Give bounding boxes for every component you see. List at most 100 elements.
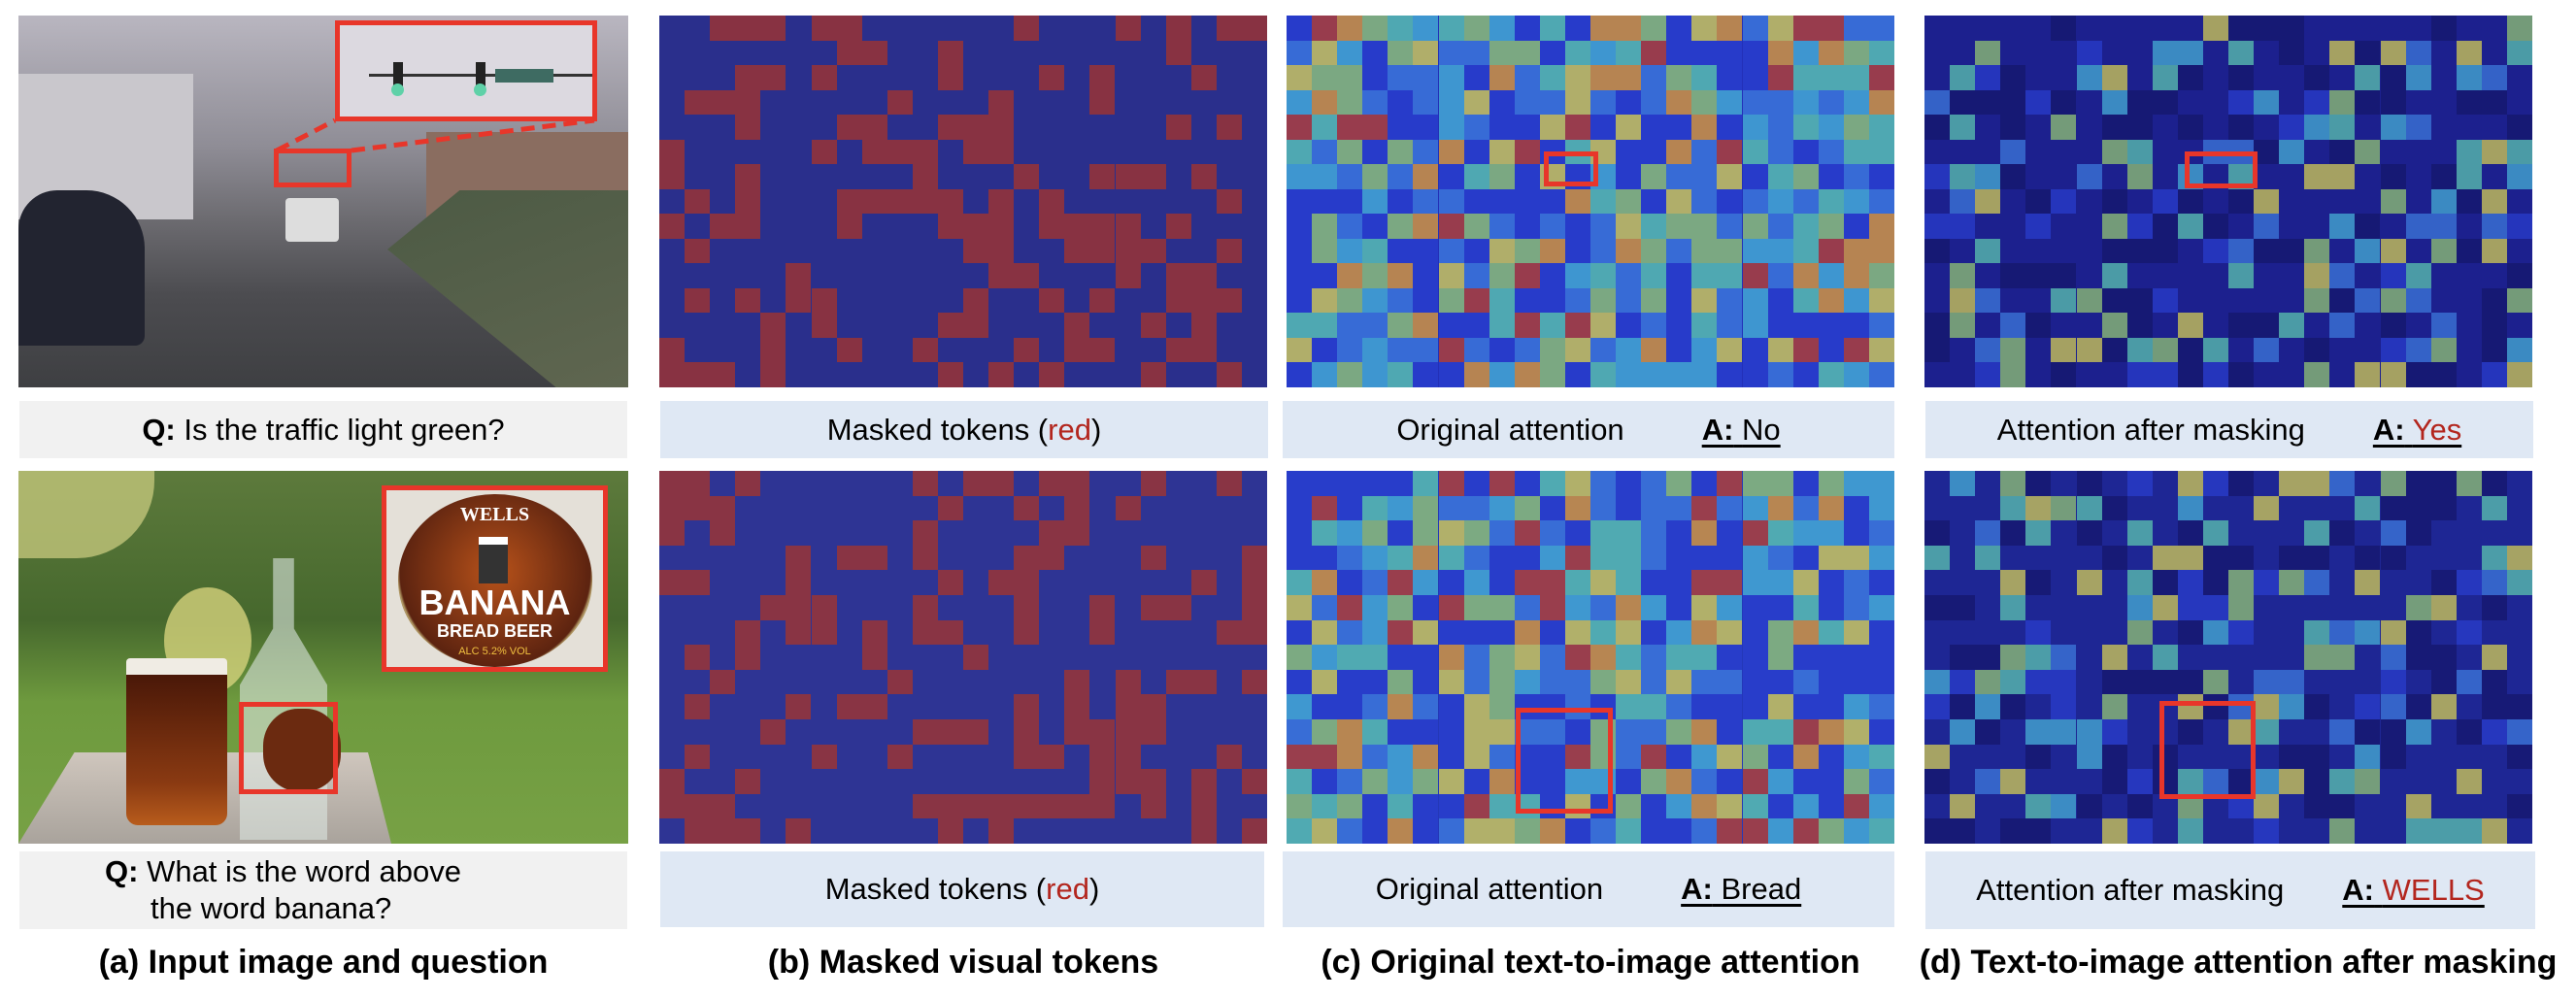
token-tile	[2000, 164, 2026, 189]
token-tile	[1463, 337, 1489, 363]
token-tile	[1216, 362, 1242, 387]
token-tile	[1792, 188, 1819, 215]
token-tile	[2025, 570, 2052, 595]
token-tile	[1216, 238, 1242, 264]
original-answer: No	[1742, 412, 1781, 447]
masked-tokens-street-image	[659, 16, 1267, 387]
token-tile	[1287, 645, 1313, 670]
token-tile	[2126, 362, 2153, 387]
token-tile	[1039, 471, 1065, 496]
token-tile	[1463, 16, 1489, 41]
token-tile	[1039, 545, 1065, 571]
token-tile	[710, 214, 736, 239]
token-tile	[1666, 89, 1692, 116]
token-tile	[912, 793, 938, 819]
token-tile	[2506, 115, 2532, 140]
token-tile	[2304, 164, 2330, 189]
token-tile	[1616, 744, 1642, 770]
token-tile	[2228, 362, 2255, 387]
token-tile	[1287, 694, 1313, 719]
token-tile	[1616, 769, 1642, 794]
token-tile	[1767, 793, 1793, 819]
token-tile	[1190, 793, 1217, 819]
token-tile	[1362, 16, 1388, 41]
token-tile	[1641, 595, 1667, 620]
token-tile	[1039, 744, 1065, 770]
token-tile	[1641, 471, 1667, 496]
token-tile	[1616, 337, 1642, 363]
token-tile	[811, 619, 837, 646]
token-tile	[1590, 645, 1617, 670]
token-tile	[2304, 570, 2330, 595]
token-tile	[1666, 570, 1692, 595]
token-tile	[1216, 287, 1242, 314]
token-tile	[1975, 164, 2001, 189]
token-tile	[1089, 238, 1116, 264]
token-tile	[1666, 263, 1692, 288]
token-tile	[1115, 164, 1141, 189]
token-tile	[2126, 115, 2153, 140]
token-tile	[1413, 164, 1439, 189]
token-tile	[937, 570, 963, 595]
token-tile	[1190, 65, 1217, 90]
token-tile	[1463, 89, 1489, 116]
token-tile	[2177, 337, 2203, 363]
token-tile	[2329, 645, 2356, 670]
token-tile	[2355, 65, 2381, 90]
token-tile	[2481, 238, 2507, 264]
token-tile	[1717, 694, 1743, 719]
token-tile	[2355, 40, 2381, 66]
token-tile	[2481, 65, 2507, 90]
token-tile	[1337, 164, 1363, 189]
token-tile	[1463, 313, 1489, 338]
token-tile	[1039, 520, 1065, 546]
token-tile	[1843, 545, 1869, 571]
token-tile	[1666, 65, 1692, 90]
token-tile	[2329, 818, 2356, 844]
token-tile	[2279, 40, 2305, 66]
masked-answer: Yes	[2412, 412, 2462, 447]
token-tile	[1616, 694, 1642, 719]
token-tile	[1039, 362, 1065, 387]
token-tile	[2152, 545, 2178, 571]
token-tile	[1742, 793, 1768, 819]
token-tile	[1388, 520, 1414, 546]
token-tile	[1843, 818, 1869, 844]
token-tile	[2456, 818, 2482, 844]
token-tile	[1539, 362, 1565, 387]
token-tile	[1564, 694, 1590, 719]
token-tile	[1388, 362, 1414, 387]
token-tile	[1413, 520, 1439, 546]
token-tile	[1413, 619, 1439, 646]
token-tile	[2506, 793, 2532, 819]
token-tile	[1463, 595, 1489, 620]
token-tile	[2152, 744, 2178, 770]
token-tile	[1362, 570, 1388, 595]
token-tile	[1413, 495, 1439, 521]
token-tile	[1463, 520, 1489, 546]
token-tile	[1818, 793, 1844, 819]
token-tile	[912, 471, 938, 496]
token-tile	[1717, 188, 1743, 215]
caption-a: (a) Input image and question	[98, 944, 549, 981]
token-tile	[1950, 313, 1976, 338]
token-tile	[2025, 495, 2052, 521]
token-tile	[1616, 793, 1642, 819]
token-tile	[2025, 744, 2052, 770]
token-tile	[2380, 645, 2406, 670]
token-tile	[2126, 313, 2153, 338]
token-tile	[1924, 595, 1951, 620]
token-tile	[1362, 471, 1388, 496]
token-tile	[2304, 793, 2330, 819]
token-tile	[1792, 287, 1819, 314]
token-tile	[1843, 313, 1869, 338]
token-tile	[1388, 287, 1414, 314]
token-tile	[760, 719, 786, 745]
token-tile	[1312, 313, 1338, 338]
token-tile	[1818, 40, 1844, 66]
token-tile	[1641, 188, 1667, 215]
token-tile	[2177, 570, 2203, 595]
token-tile	[1539, 769, 1565, 794]
token-tile	[2481, 495, 2507, 521]
token-tile	[1438, 188, 1464, 215]
